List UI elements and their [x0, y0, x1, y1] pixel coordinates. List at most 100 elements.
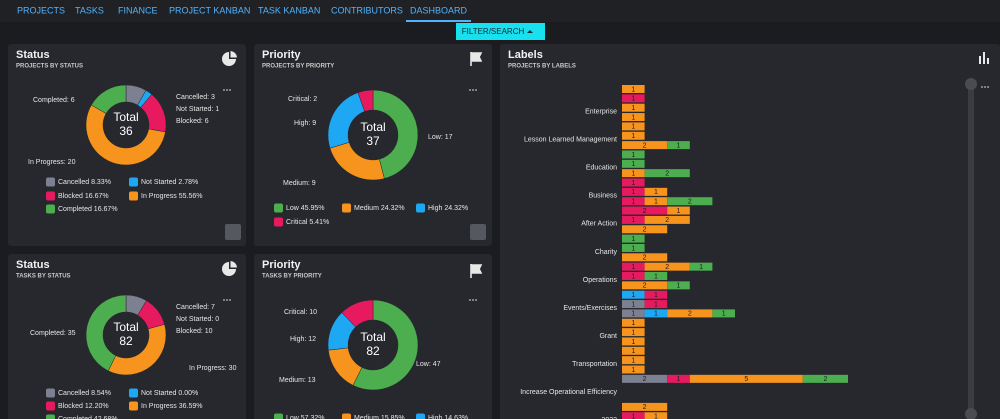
- category-label: Charity: [595, 249, 618, 256]
- filter-label: FILTER/SEARCH: [462, 27, 525, 36]
- slice-label: Completed: 6: [33, 97, 75, 104]
- bar-segment: [622, 187, 645, 196]
- legend-swatch: [46, 401, 55, 411]
- bar-value: 1: [631, 170, 635, 177]
- donut-slice: [372, 89, 419, 179]
- expand-button[interactable]: [225, 224, 241, 240]
- bar-segment: [622, 94, 645, 103]
- bar-segment: [622, 374, 668, 383]
- bar-icon: [979, 52, 989, 64]
- bar-segment: [622, 243, 645, 252]
- nav-tab[interactable]: TASK KANBAN: [258, 5, 320, 15]
- bar-value: 1: [654, 414, 658, 419]
- panel-subtitle: PROJECTS BY STATUS: [16, 64, 83, 70]
- bar-value: 1: [631, 217, 635, 224]
- bar-value: 1: [631, 114, 635, 121]
- bar-segment: [622, 318, 645, 327]
- bar-segment: [802, 374, 848, 383]
- donut-slice: [85, 104, 166, 166]
- center-total: 37: [366, 134, 380, 148]
- bar-value: 2: [643, 208, 647, 215]
- bar-value: 1: [631, 189, 635, 196]
- donut-hole: [348, 320, 398, 370]
- bar-segment: [622, 159, 645, 168]
- nav-tab[interactable]: PROJECTS: [17, 5, 65, 15]
- panel-title: Priority: [262, 259, 301, 271]
- bar-value: 1: [654, 199, 658, 206]
- bar-segment: [644, 290, 668, 299]
- category-label: Enterprise: [585, 109, 617, 116]
- bar-value: 1: [631, 348, 635, 355]
- bar-value: 1: [677, 142, 681, 149]
- category-label: Operations: [583, 277, 618, 284]
- bar-segment: [622, 412, 645, 419]
- bar-segment: [644, 309, 668, 318]
- legend-label: High 14.63%: [428, 415, 468, 419]
- nav-tab[interactable]: DASHBOARD: [410, 5, 468, 15]
- category-label: Grant: [599, 333, 617, 340]
- category-label: Lesson Learned Management: [524, 137, 617, 144]
- more-menu[interactable]: [223, 86, 989, 301]
- bar-segment: [622, 365, 645, 374]
- bar-segment: [622, 328, 645, 337]
- bar-segment: [644, 169, 690, 178]
- panel-subtitle: TASKS BY PRIORITY: [262, 274, 322, 280]
- category-label: Events/Exercises: [563, 305, 617, 312]
- nav-tab[interactable]: PROJECT KANBAN: [169, 5, 250, 15]
- legend-swatch: [274, 217, 283, 227]
- bar-segment: [622, 103, 645, 112]
- bar-segment: [622, 234, 645, 243]
- nav-tab[interactable]: TASKS: [75, 5, 104, 15]
- scroll-handle[interactable]: [965, 78, 977, 90]
- legend-label: Cancelled 8.54%: [58, 390, 111, 397]
- bar-segment: [622, 356, 645, 365]
- slice-label: Medium: 9: [283, 180, 316, 187]
- category-label: Increase Operational Efficiency: [520, 389, 617, 396]
- legend-swatch: [274, 203, 283, 213]
- bar-segment: [712, 309, 735, 318]
- panel-title: Status: [16, 259, 50, 271]
- bar-value: 2: [665, 170, 669, 177]
- slice-label: Blocked: 10: [176, 328, 213, 335]
- bar-segment: [622, 281, 668, 290]
- slice-label: Low: 47: [416, 361, 441, 368]
- legend-label: Cancelled 8.33%: [58, 179, 111, 186]
- bar-value: 1: [677, 283, 681, 290]
- bar-value: 1: [699, 264, 703, 271]
- bar-segment: [622, 169, 645, 178]
- flag-icon: [470, 52, 483, 66]
- bar-value: 1: [631, 161, 635, 168]
- bar-segment: [622, 150, 645, 159]
- legend-label: Medium 15.85%: [354, 415, 405, 419]
- legend-label: In Progress 36.59%: [141, 403, 202, 410]
- center-label: Total: [360, 330, 385, 344]
- donut-hole: [103, 312, 149, 358]
- legend-swatch: [342, 413, 351, 419]
- scroll-handle[interactable]: [965, 408, 977, 419]
- expand-button[interactable]: [470, 224, 486, 240]
- nav-tab[interactable]: FINANCE: [118, 5, 158, 15]
- bar-value: 1: [631, 329, 635, 336]
- legend-label: Critical 5.41%: [286, 219, 329, 226]
- bar-value: 1: [631, 264, 635, 271]
- donut-hole: [103, 102, 149, 148]
- center-label: Total: [113, 110, 138, 124]
- bar-value: 1: [631, 236, 635, 243]
- filter-button[interactable]: [456, 23, 545, 40]
- legend-label: Completed 42.68%: [58, 416, 118, 419]
- bar-value: 2: [643, 404, 647, 411]
- donut-slice: [352, 299, 419, 391]
- center-total: 36: [119, 124, 133, 138]
- legend-label: Medium 24.32%: [354, 205, 405, 212]
- legend-swatch: [129, 191, 138, 201]
- panel-subtitle: PROJECTS BY LABELS: [508, 64, 576, 70]
- nav-tab[interactable]: CONTRIBUTORS: [331, 5, 403, 15]
- bar-value: 1: [631, 414, 635, 419]
- bar-value: 1: [631, 105, 635, 112]
- bar-value: 1: [631, 199, 635, 206]
- bar-value: 2: [688, 199, 692, 206]
- panel-subtitle: TASKS BY STATUS: [16, 274, 71, 280]
- nav-bar: [0, 0, 1000, 22]
- bar-segment: [622, 253, 668, 262]
- center-label: Total: [113, 320, 138, 334]
